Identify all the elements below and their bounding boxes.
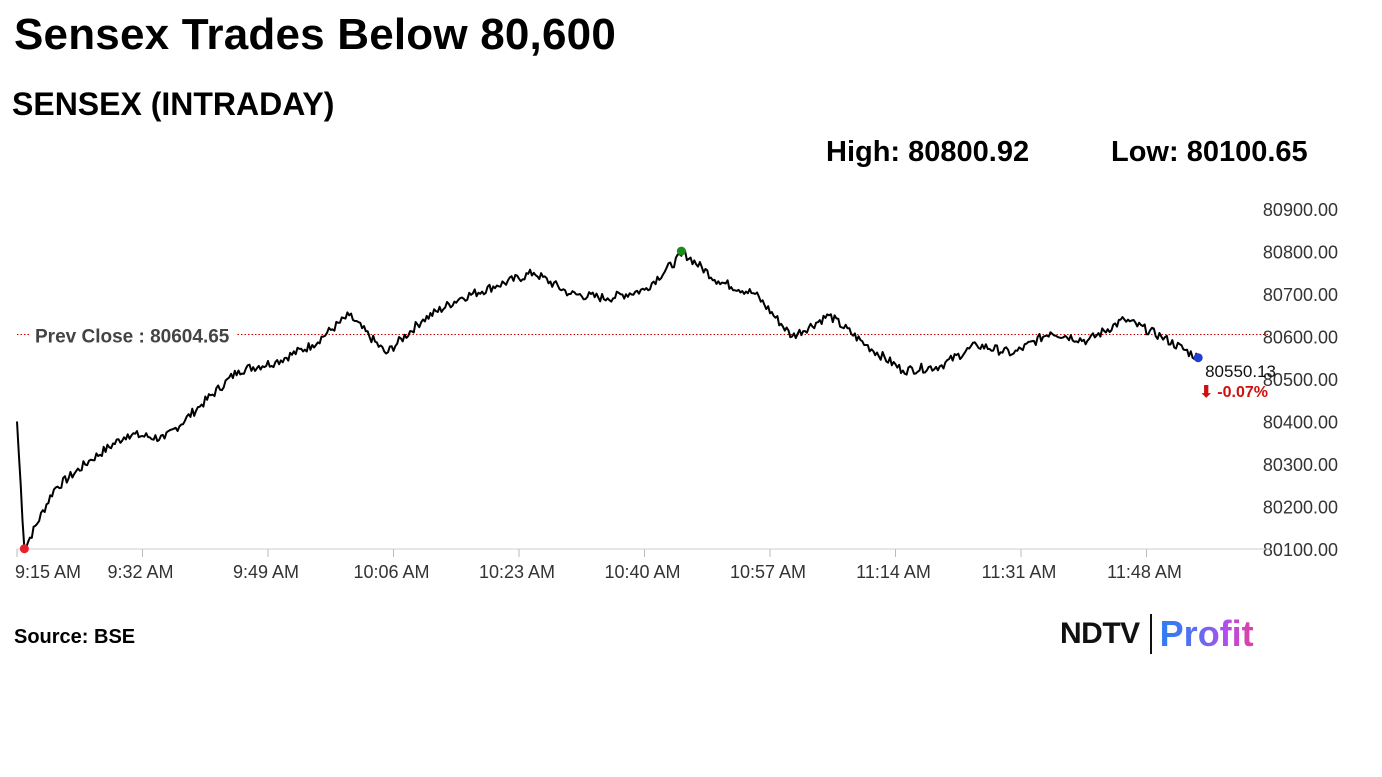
y-tick-label: 80700.00 — [1263, 285, 1338, 305]
logo-divider — [1149, 614, 1152, 654]
ndtv-profit-logo: NDTV Profit — [1060, 612, 1254, 656]
x-tick-label: 9:49 AM — [233, 562, 299, 582]
x-tick-label: 11:31 AM — [982, 562, 1057, 582]
y-tick-label: 80400.00 — [1263, 413, 1338, 433]
prev-close-label: Prev Close : 80604.65 — [35, 327, 230, 348]
y-tick-label: 80800.00 — [1263, 243, 1338, 263]
y-tick-label: 80100.00 — [1263, 540, 1338, 560]
y-tick-label: 80200.00 — [1263, 498, 1338, 518]
change-percent-label: ⬇ -0.07% — [1199, 384, 1268, 401]
y-axis: 80100.00 80200.00 80300.00 80400.00 80500.00… — [1263, 200, 1338, 560]
high-stat: High: 80800.92 — [826, 136, 1030, 168]
y-tick-label: 80600.00 — [1263, 328, 1338, 348]
last-price-marker — [1193, 353, 1203, 363]
source-note: Source: BSE — [14, 626, 136, 648]
y-tick-label: 80300.00 — [1263, 455, 1338, 475]
x-tick-label: 9:15 AM — [15, 562, 81, 582]
x-tick-label: 11:14 AM — [856, 562, 931, 582]
prev-close-label-bg — [29, 324, 236, 350]
sensex-series-line — [16, 250, 1200, 550]
x-tick-label: 10:40 AM — [604, 562, 680, 582]
y-tick-label: 80900.00 — [1263, 200, 1338, 220]
ndtv-wordmark: NDTV — [1060, 617, 1140, 650]
x-tick-label: 10:06 AM — [353, 562, 429, 582]
y-tick-label: 80500.00 — [1263, 370, 1338, 390]
x-tick-label: 10:57 AM — [730, 562, 806, 582]
high-marker — [676, 246, 686, 256]
x-tick-label: 9:32 AM — [107, 562, 173, 582]
last-price-label: 80550.13 — [1205, 362, 1276, 381]
chart-subtitle: SENSEX (INTRADAY) — [12, 86, 335, 122]
x-axis: 9:15 AM 9:32 AM 9:49 AM 10:06 AM 10:23 AM 10:… — [15, 549, 1182, 582]
low-stat: Low: 80100.65 — [1111, 136, 1308, 168]
low-marker — [19, 544, 29, 554]
page-title: Sensex Trades Below 80,600 — [14, 10, 616, 59]
x-tick-label: 10:23 AM — [479, 562, 555, 582]
profit-wordmark: Profit — [1159, 613, 1254, 654]
x-tick-label: 11:48 AM — [1107, 562, 1182, 582]
